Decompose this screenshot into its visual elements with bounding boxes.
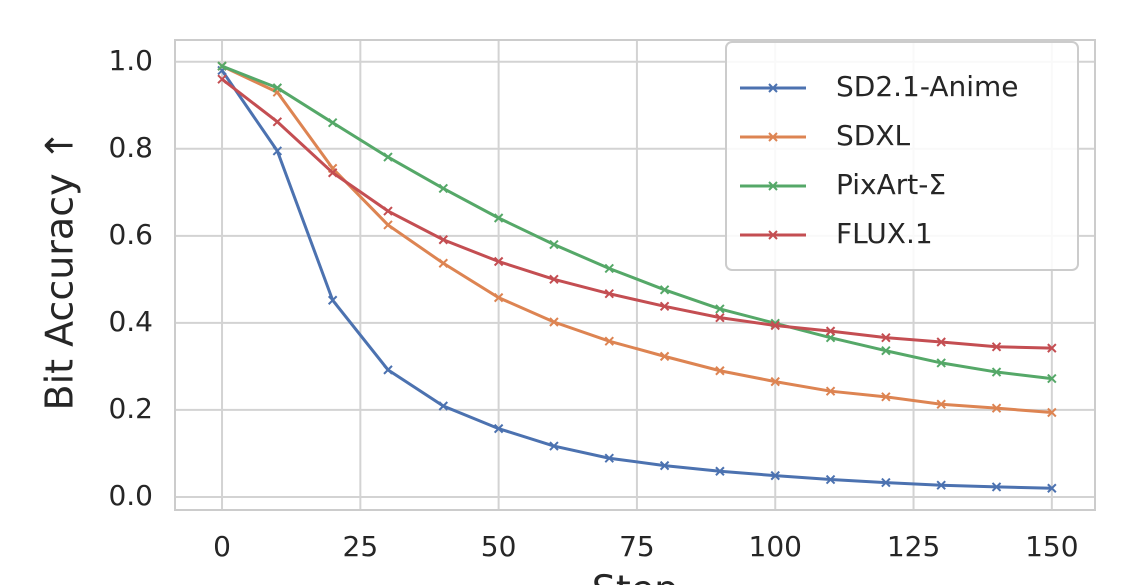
point-marker [936, 337, 946, 347]
point-marker [825, 386, 836, 396]
point-marker [604, 453, 614, 463]
legend-marker [768, 181, 778, 191]
y-tick-label: 0.0 [108, 479, 153, 512]
point-marker [659, 351, 670, 362]
x-tick-label: 150 [1025, 530, 1078, 563]
point-marker [217, 74, 227, 84]
point-marker [217, 61, 227, 71]
x-tick-label: 25 [343, 530, 379, 563]
legend-label: SD2.1-Anime [836, 70, 1019, 103]
point-marker [936, 480, 946, 490]
y-tick-label: 0.2 [108, 392, 153, 425]
legend-label: PixArt-Σ [836, 168, 946, 201]
point-marker [825, 474, 836, 485]
x-tick-label: 75 [619, 530, 655, 563]
point-marker [715, 312, 725, 323]
point-marker [881, 392, 891, 402]
point-marker [438, 258, 449, 268]
point-marker [770, 320, 780, 331]
point-marker [659, 301, 670, 312]
point-marker [438, 183, 449, 194]
point-marker [659, 460, 670, 471]
x-tick-label: 125 [887, 530, 940, 563]
point-marker [272, 117, 283, 127]
point-marker [438, 235, 449, 245]
point-marker [438, 401, 449, 411]
point-marker [991, 342, 1002, 352]
point-marker [604, 263, 614, 274]
point-marker [604, 336, 614, 346]
point-marker [549, 239, 559, 250]
point-marker [1047, 407, 1057, 418]
point-marker [881, 477, 891, 488]
point-marker [825, 326, 836, 336]
point-marker [493, 423, 504, 434]
point-marker [383, 365, 393, 375]
point-marker [1047, 373, 1057, 384]
legend-marker [768, 132, 778, 142]
point-marker [549, 274, 559, 285]
point-marker [770, 376, 780, 387]
point-marker [1047, 483, 1057, 493]
point-marker [770, 470, 780, 481]
y-axis-label: Bit Accuracy ↑ [38, 129, 82, 410]
point-marker [493, 256, 504, 267]
legend-box [725, 41, 1079, 271]
point-marker [936, 358, 946, 368]
point-marker [715, 304, 725, 314]
point-marker [1047, 343, 1057, 353]
x-tick-label: 50 [481, 530, 517, 563]
y-tick-label: 0.6 [108, 218, 153, 251]
point-marker [604, 289, 614, 299]
y-tick-label: 1.0 [108, 44, 153, 77]
series-line [221, 64, 1052, 415]
point-marker [881, 332, 891, 343]
point-marker [383, 220, 393, 230]
point-marker [991, 403, 1002, 413]
point-marker [715, 366, 725, 376]
series-line [221, 77, 1052, 350]
point-marker [327, 168, 338, 178]
point-marker [327, 117, 338, 128]
point-marker [493, 292, 504, 303]
legend-marker [768, 230, 778, 240]
point-marker [327, 295, 338, 305]
point-marker [272, 146, 283, 156]
point-marker [549, 317, 559, 327]
point-marker [715, 466, 725, 476]
point-marker [991, 482, 1002, 492]
point-marker [383, 152, 393, 162]
series-line [220, 69, 1052, 490]
point-marker [272, 83, 283, 93]
x-tick-label: 0 [213, 530, 231, 563]
point-marker [936, 399, 946, 409]
point-marker [991, 367, 1002, 377]
legend-label: FLUX.1 [836, 217, 933, 250]
x-axis-label: Step [592, 568, 679, 585]
y-tick-label: 0.8 [108, 131, 153, 164]
legend-label: SDXL [836, 119, 911, 152]
point-marker [383, 206, 393, 216]
series-line [221, 64, 1053, 381]
point-marker [659, 285, 670, 295]
y-tick-label: 0.4 [108, 305, 153, 338]
plot-frame [174, 39, 1096, 511]
legend-marker [768, 83, 778, 93]
point-marker [881, 346, 891, 356]
x-tick-label: 100 [749, 530, 802, 563]
point-marker [493, 213, 504, 223]
point-marker [549, 441, 559, 451]
